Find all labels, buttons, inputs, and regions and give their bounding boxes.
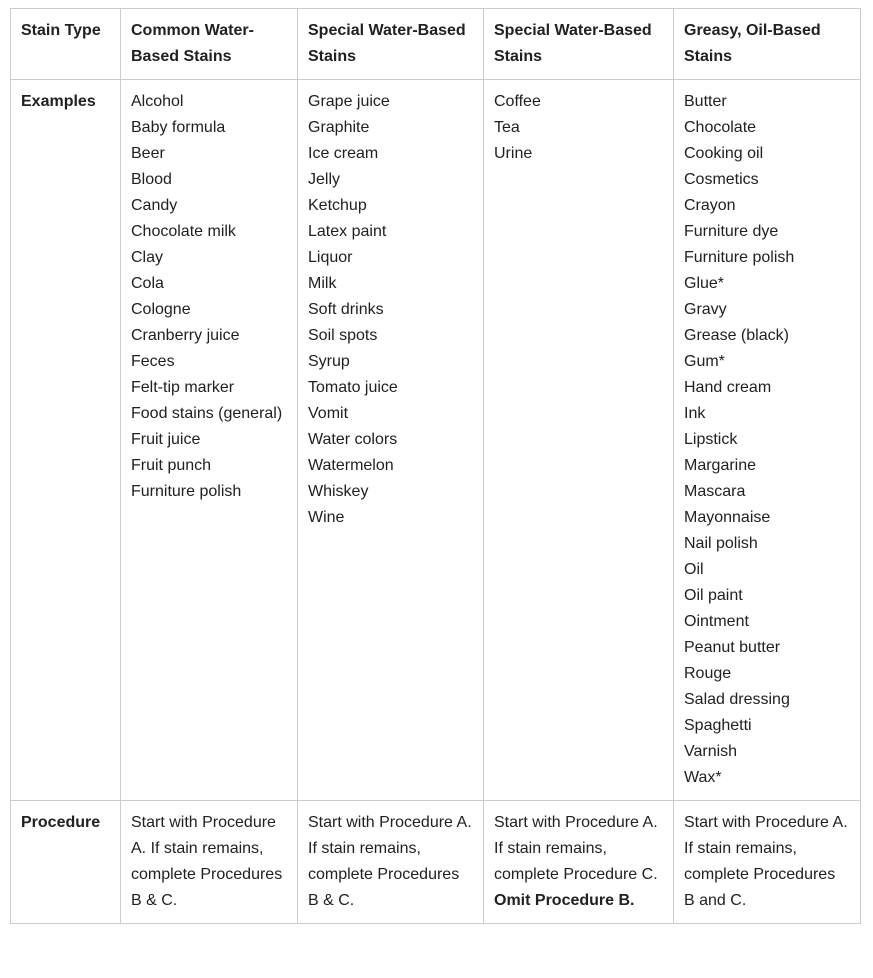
example-item: Cola (131, 275, 164, 292)
example-item: Alcohol (131, 93, 184, 110)
example-item: Furniture polish (131, 483, 242, 500)
example-item: Jelly (308, 171, 341, 188)
example-item: Soft drinks (308, 301, 384, 318)
example-item: Mayonnaise (684, 509, 771, 526)
example-item: Hand cream (684, 379, 772, 396)
procedure-cell-special-water-based-1: Start with Procedure A. If stain remains… (297, 800, 484, 924)
procedure-row: Procedure Start with Procedure A. If sta… (10, 800, 861, 924)
example-item: Wax* (684, 769, 722, 786)
example-item: Furniture polish (684, 249, 795, 266)
example-item: Latex paint (308, 223, 387, 240)
example-list: Coffee Tea Urine (494, 89, 663, 167)
example-item: Salad dressing (684, 691, 790, 708)
example-item: Lipstick (684, 431, 738, 448)
example-item: Crayon (684, 197, 736, 214)
example-item: Nail polish (684, 535, 758, 552)
procedure-cell-common-water-based: Start with Procedure A. If stain remains… (120, 800, 298, 924)
examples-row: Examples Alcohol Baby formula Beer Blood Can… (10, 79, 861, 801)
row-label-examples: Examples (10, 79, 121, 801)
example-item: Coffee (494, 93, 541, 110)
example-item: Cooking oil (684, 145, 764, 162)
example-item: Cranberry juice (131, 327, 240, 344)
example-item: Furniture dye (684, 223, 779, 240)
example-item: Cosmetics (684, 171, 759, 188)
procedure-cell-special-water-based-2: Start with Procedure A. If stain remains… (483, 800, 674, 924)
example-item: Ink (684, 405, 706, 422)
example-item: Whiskey (308, 483, 369, 500)
example-item: Soil spots (308, 327, 378, 344)
example-item: Margarine (684, 457, 757, 474)
examples-cell-special-water-based-1: Grape juice Graphite Ice cream Jelly Ketchup… (297, 79, 484, 801)
example-item: Ointment (684, 613, 749, 630)
example-item: Gravy (684, 301, 727, 318)
example-list: Grape juice Graphite Ice cream Jelly Ketchup… (308, 89, 473, 531)
procedure-text: Start with Procedure A. If stain remains… (494, 814, 658, 883)
header-row: Stain Type Common Water-Based Stains Spe… (10, 8, 861, 80)
example-item: Glue* (684, 275, 725, 292)
example-item: Butter (684, 93, 727, 110)
example-item: Cologne (131, 301, 191, 318)
col-header-greasy-oil-based: Greasy, Oil-Based Stains (673, 8, 861, 80)
example-item: Watermelon (308, 457, 394, 474)
examples-cell-greasy-oil-based: Butter Chocolate Cooking oil Cosmetics Crayo… (673, 79, 861, 801)
example-item: Fruit punch (131, 457, 212, 474)
example-item: Beer (131, 145, 165, 162)
example-item: Grape juice (308, 93, 390, 110)
example-item: Candy (131, 197, 178, 214)
col-header-special-water-based-1: Special Water-Based Stains (297, 8, 484, 80)
col-header-stain-type: Stain Type (10, 8, 121, 80)
example-item: Milk (308, 275, 337, 292)
row-label-procedure: Procedure (10, 800, 121, 924)
example-item: Feces (131, 353, 175, 370)
example-item: Liquor (308, 249, 353, 266)
procedure-cell-greasy-oil-based: Start with Procedure A. If stain remains… (673, 800, 861, 924)
example-item: Vomit (308, 405, 349, 422)
example-item: Rouge (684, 665, 732, 682)
col-header-special-water-based-2: Special Water-Based Stains (483, 8, 674, 80)
example-item: Tomato juice (308, 379, 398, 396)
example-item: Wine (308, 509, 345, 526)
example-item: Ice cream (308, 145, 379, 162)
example-item: Varnish (684, 743, 738, 760)
example-item: Graphite (308, 119, 370, 136)
example-item: Peanut butter (684, 639, 781, 656)
example-item: Food stains (general) Fruit juice (131, 405, 283, 448)
example-item: Clay (131, 249, 164, 266)
example-item: Tea (494, 119, 520, 136)
example-item: Mascara (684, 483, 746, 500)
example-item: Water colors (308, 431, 398, 448)
stain-removal-table: Stain Type Common Water-Based Stains Spe… (10, 8, 861, 924)
example-list: Alcohol Baby formula Beer Blood Candy Chocola… (131, 89, 287, 505)
example-item: Urine (494, 145, 533, 162)
col-header-common-water-based: Common Water-Based Stains (120, 8, 298, 80)
example-item: Chocolate milk (131, 223, 236, 240)
procedure-text: Start with Procedure A. If stain remains… (308, 814, 472, 909)
example-item: Felt-tip marker (131, 379, 235, 396)
procedure-text: Start with Procedure A. If stain remains… (684, 814, 848, 909)
example-item: Syrup (308, 353, 350, 370)
examples-cell-special-water-based-2: Coffee Tea Urine (483, 79, 674, 801)
procedure-text: Start with Procedure A. If stain remains… (131, 814, 283, 909)
example-item: Oil (684, 561, 704, 578)
example-item: Spaghetti (684, 717, 752, 734)
example-item: Blood (131, 171, 172, 188)
example-list: Butter Chocolate Cooking oil Cosmetics Crayo… (684, 89, 850, 791)
example-item: Gum* (684, 353, 725, 370)
procedure-text-bold: Omit Procedure B. (494, 892, 635, 909)
example-item: Grease (black) (684, 327, 789, 344)
example-item: Chocolate (684, 119, 757, 136)
example-item: Ketchup (308, 197, 367, 214)
example-item: Oil paint (684, 587, 743, 604)
example-item: Baby formula (131, 119, 226, 136)
examples-cell-common-water-based: Alcohol Baby formula Beer Blood Candy Chocola… (120, 79, 298, 801)
